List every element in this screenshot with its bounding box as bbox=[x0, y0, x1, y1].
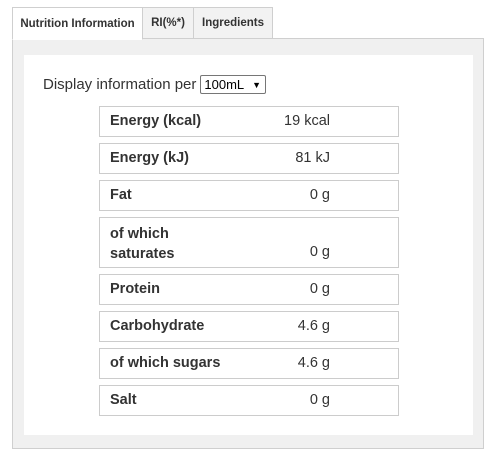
tab-nutrition-information[interactable]: Nutrition Information bbox=[12, 7, 143, 40]
nutrient-value: 81 kJ bbox=[295, 150, 330, 166]
nutrient-value: 19 kcal bbox=[284, 113, 330, 129]
unit-select[interactable]: 100mL ▼ bbox=[200, 75, 267, 94]
nutrition-table: Energy (kcal) 19 kcal Energy (kJ) 81 kJ … bbox=[99, 106, 399, 422]
nutrient-name: Salt bbox=[110, 392, 137, 408]
nutrient-name: Protein bbox=[110, 281, 160, 297]
dropdown-arrow-icon: ▼ bbox=[252, 79, 262, 90]
nutrition-row-sugars: of which sugars 4.6 g bbox=[99, 348, 399, 379]
display-per-row: Display information per 100mL ▼ bbox=[43, 75, 267, 94]
tab-ingredients[interactable]: Ingredients bbox=[193, 7, 273, 38]
nutrition-row-saturates: of which saturates 0 g bbox=[99, 217, 399, 268]
nutrient-name: Energy (kJ) bbox=[110, 150, 189, 166]
nutrition-row-protein: Protein 0 g bbox=[99, 274, 399, 305]
nutrition-row-salt: Salt 0 g bbox=[99, 385, 399, 416]
nutrient-value: 0 g bbox=[309, 244, 330, 260]
tab-panel: Display information per 100mL ▼ Energy (… bbox=[12, 38, 484, 449]
nutrient-value: 0 g bbox=[309, 392, 330, 408]
nutrient-value: 0 g bbox=[309, 187, 330, 203]
nutrient-name: of which saturates bbox=[110, 226, 175, 262]
tab-bar: Nutrition Information RI(%*) Ingredients bbox=[12, 7, 273, 40]
nutrient-name: Energy (kcal) bbox=[110, 113, 202, 129]
nutrition-row-energy-kj: Energy (kJ) 81 kJ bbox=[99, 143, 399, 174]
nutrient-name: Fat bbox=[110, 187, 132, 203]
nutrient-value: 4.6 g bbox=[297, 355, 330, 371]
nutrient-value: 4.6 g bbox=[297, 318, 330, 334]
nutrient-value: 0 g bbox=[309, 281, 330, 297]
nutrition-row-energy-kcal: Energy (kcal) 19 kcal bbox=[99, 106, 399, 137]
tab-ri[interactable]: RI(%*) bbox=[142, 7, 194, 38]
nutrition-content: Display information per 100mL ▼ Energy (… bbox=[24, 55, 473, 435]
nutrient-name: of which sugars bbox=[110, 355, 221, 371]
unit-select-value: 100mL bbox=[204, 77, 245, 92]
nutrition-row-fat: Fat 0 g bbox=[99, 180, 399, 211]
nutrition-row-carbohydrate: Carbohydrate 4.6 g bbox=[99, 311, 399, 342]
nutrient-name: Carbohydrate bbox=[110, 318, 205, 334]
display-per-label: Display information per bbox=[43, 76, 197, 93]
